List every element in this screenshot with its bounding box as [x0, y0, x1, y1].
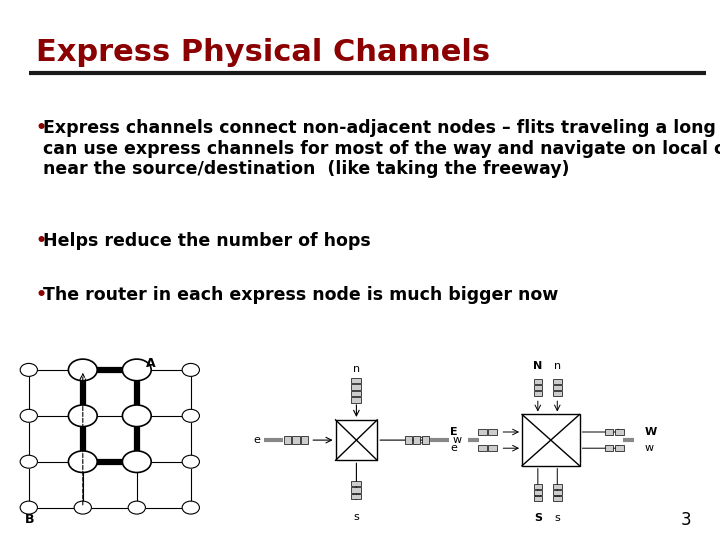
Circle shape — [182, 409, 199, 422]
Text: e: e — [253, 435, 260, 445]
Text: s: s — [354, 512, 359, 522]
Circle shape — [182, 501, 199, 514]
Bar — [553, 391, 562, 396]
Bar — [553, 385, 562, 390]
Circle shape — [20, 363, 37, 376]
Bar — [534, 385, 542, 390]
Text: B: B — [25, 512, 35, 526]
Text: n: n — [554, 361, 561, 372]
Circle shape — [20, 501, 37, 514]
Circle shape — [122, 405, 151, 427]
Bar — [405, 436, 412, 444]
Bar — [615, 445, 624, 451]
Text: E: E — [449, 427, 457, 437]
Text: Express channels connect non-adjacent nodes – flits traveling a long distance
ca: Express channels connect non-adjacent no… — [43, 119, 720, 178]
Bar — [522, 415, 580, 465]
Text: •: • — [36, 119, 47, 137]
Bar — [351, 487, 361, 492]
Circle shape — [122, 359, 151, 381]
Bar — [488, 445, 497, 451]
Bar — [351, 397, 361, 403]
Bar — [553, 379, 562, 384]
Circle shape — [68, 405, 97, 427]
Text: w: w — [453, 435, 462, 445]
Bar — [301, 436, 308, 444]
Text: 3: 3 — [680, 511, 691, 529]
Circle shape — [20, 455, 37, 468]
Bar — [478, 429, 487, 435]
Bar — [488, 429, 497, 435]
Text: S: S — [534, 513, 542, 523]
Bar — [351, 378, 361, 383]
Text: Helps reduce the number of hops: Helps reduce the number of hops — [43, 232, 371, 250]
Bar — [351, 481, 361, 486]
Bar — [534, 391, 542, 396]
Text: Express Physical Channels: Express Physical Channels — [36, 38, 490, 67]
Bar — [605, 445, 613, 451]
Bar — [534, 484, 542, 489]
Text: n: n — [353, 364, 360, 374]
Circle shape — [122, 451, 151, 472]
Text: W: W — [644, 427, 657, 437]
Bar — [351, 494, 361, 499]
Bar — [336, 420, 377, 460]
Circle shape — [74, 501, 91, 514]
Bar — [534, 490, 542, 495]
Text: •: • — [36, 232, 47, 250]
Bar — [284, 436, 291, 444]
Bar — [534, 379, 542, 384]
Bar — [534, 496, 542, 501]
Bar — [292, 436, 300, 444]
Circle shape — [68, 359, 97, 381]
Text: N: N — [534, 361, 542, 372]
Bar — [605, 429, 613, 435]
Text: A: A — [146, 357, 156, 370]
Bar — [553, 490, 562, 495]
Circle shape — [182, 363, 199, 376]
Bar — [478, 445, 487, 451]
Bar — [413, 436, 420, 444]
Circle shape — [128, 501, 145, 514]
Bar — [351, 391, 361, 396]
Circle shape — [20, 409, 37, 422]
Text: e: e — [450, 443, 457, 453]
Bar — [553, 484, 562, 489]
Text: w: w — [644, 443, 654, 453]
Bar — [615, 429, 624, 435]
Text: The router in each express node is much bigger now: The router in each express node is much … — [43, 286, 559, 304]
Bar — [351, 384, 361, 390]
Text: s: s — [554, 513, 560, 523]
Bar — [553, 496, 562, 501]
Bar — [422, 436, 429, 444]
Circle shape — [68, 451, 97, 472]
Text: •: • — [36, 286, 47, 304]
Circle shape — [182, 455, 199, 468]
